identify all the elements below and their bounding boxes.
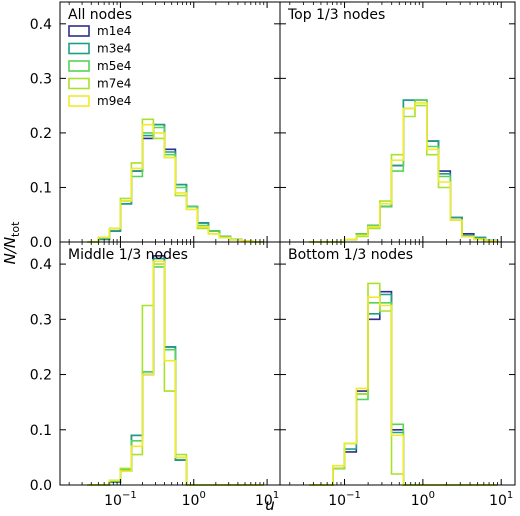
legend-label-m1e4: m1e4 <box>97 24 131 38</box>
legend-swatch-m5e4 <box>68 60 90 72</box>
x-axis-label: u <box>265 496 275 514</box>
legend-label-m3e4: m3e4 <box>97 42 131 56</box>
legend-swatch-m1e4 <box>68 25 90 37</box>
series-m9e4-panel-3 <box>87 260 264 486</box>
y-axis-label: N/Ntot <box>1 221 22 265</box>
panel-title: Bottom 1/3 nodes <box>288 247 413 263</box>
panel-frame <box>279 1 516 243</box>
x-tick-label: 100 <box>411 490 435 509</box>
panel-frame <box>279 241 516 486</box>
y-tick-label: 0.0 <box>30 478 52 494</box>
x-tick-label: 10−1 <box>328 490 361 509</box>
y-tick-label: 0.3 <box>30 312 52 328</box>
y-tick-label: 0.4 <box>30 257 52 273</box>
panel-4: 10−1 100 101 Bottom 1/3 nodes <box>279 241 516 509</box>
y-tick-label: 0.2 <box>30 126 52 142</box>
legend-swatch-m9e4 <box>68 95 90 107</box>
legend-swatch-m7e4 <box>68 77 90 90</box>
y-tick-label: 0.1 <box>30 423 52 439</box>
panel-title: Middle 1/3 nodes <box>68 247 188 263</box>
legend-label-m9e4: m9e4 <box>97 94 131 108</box>
y-tick-label: 0.3 <box>30 71 52 87</box>
x-tick-label: 101 <box>489 490 513 509</box>
y-tick-label: 0.0 <box>30 235 52 251</box>
y-tick-label: 0.4 <box>30 17 52 33</box>
panel-title: Top 1/3 nodes <box>287 7 385 23</box>
panel-frame <box>59 241 281 486</box>
x-tick-label: 10−1 <box>104 490 137 509</box>
axis-labels-group: u N/Ntot <box>1 221 275 514</box>
y-tick-label: 0.1 <box>30 180 52 196</box>
legend-label-m7e4: m7e4 <box>97 77 131 91</box>
panel-2: Top 1/3 nodes <box>279 1 516 243</box>
panel-3: 0.0 0.1 0.2 0.3 0.4 10−1 100 101 Middle 1/3 node… <box>30 241 281 509</box>
x-tick-label: 101 <box>255 490 279 509</box>
legend-label-m5e4: m5e4 <box>97 59 131 73</box>
y-tick-label: 0.2 <box>30 368 52 384</box>
series-m9e4-panel-4 <box>309 296 498 486</box>
panel-frame <box>59 1 281 243</box>
legend: m1e4 m3e4 m5e4 m7e4 m9e4 <box>68 24 131 108</box>
series-m9e4-panel-1 <box>87 123 264 243</box>
panel-title: All nodes <box>68 7 132 23</box>
series-m9e4-panel-2 <box>309 102 499 243</box>
x-tick-label: 100 <box>182 490 206 509</box>
legend-swatch-m3e4 <box>68 42 90 55</box>
